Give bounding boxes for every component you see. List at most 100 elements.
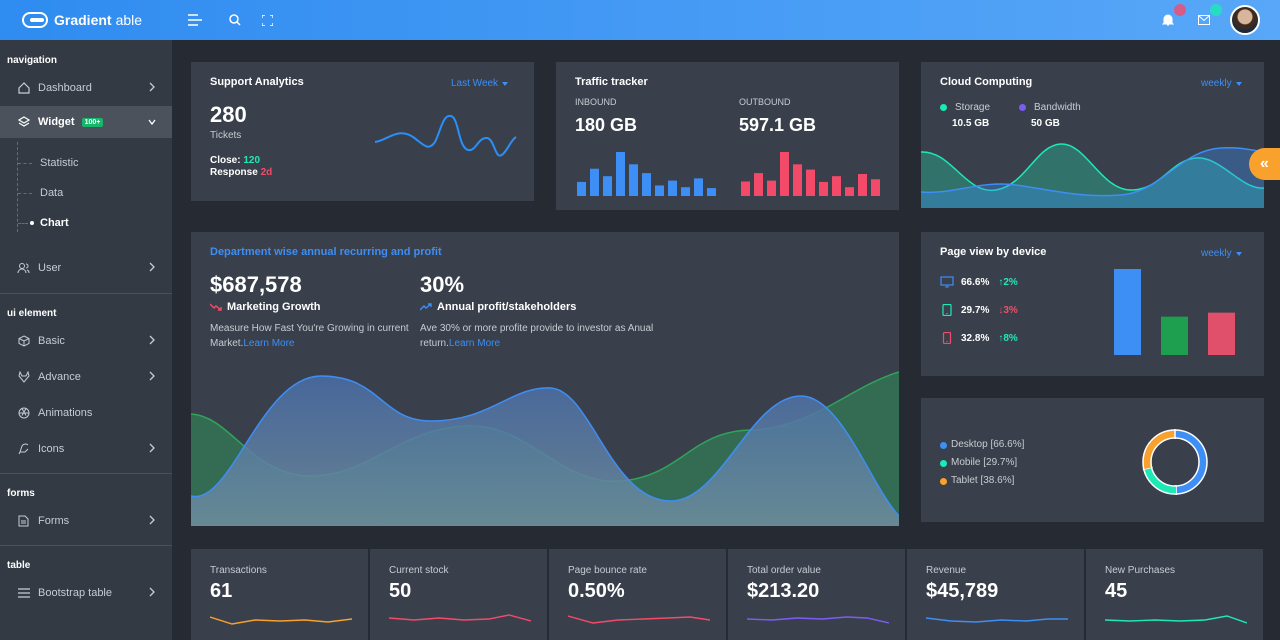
support-analytics-card: Support Analytics Last Week 280 Tickets …	[191, 62, 534, 201]
legend-label: Tablet [38.6%]	[951, 475, 1015, 486]
sidebar-subitem-chart[interactable]: Chart	[0, 208, 172, 238]
legend-label: Mobile [29.7%]	[951, 457, 1018, 468]
bandwidth-value: 50 GB	[1031, 118, 1060, 129]
sidebar-item-label: Basic	[38, 335, 65, 347]
donut-slice	[1143, 430, 1176, 470]
box-icon	[17, 335, 30, 348]
period-dropdown[interactable]: Last Week	[451, 78, 508, 89]
stat-title: Total order value	[747, 565, 821, 576]
sidebar-item-label: Bootstrap table	[38, 587, 112, 599]
period-dropdown[interactable]: weekly	[1201, 248, 1242, 259]
trending-up-icon	[420, 303, 432, 311]
chevron-right-icon	[149, 82, 155, 92]
legend-desktop: Desktop [66.6%]	[940, 436, 1024, 454]
learn-more-link[interactable]: Learn More	[243, 338, 295, 349]
page-view-card: Page view by device weekly 66.6% ↑2% 29.…	[921, 232, 1264, 376]
stat-card-revenue: Revenue $45,789	[907, 549, 1084, 640]
storage-legend: Storage	[940, 102, 990, 113]
tree-connector	[18, 163, 32, 164]
sidebar-divider	[0, 473, 172, 474]
sidebar-subitem-statistic[interactable]: Statistic	[0, 148, 172, 178]
stat-value: 61	[210, 580, 233, 602]
traffic-bar	[681, 187, 690, 196]
card-title: Cloud Computing	[940, 76, 1033, 88]
inbound-bar-chart	[577, 152, 716, 196]
traffic-bar	[694, 178, 703, 196]
traffic-bar	[819, 181, 828, 196]
legend-dot	[940, 441, 947, 449]
sidebar-item-widget[interactable]: Widget 100+	[0, 106, 172, 138]
section-forms: forms	[7, 487, 35, 499]
stat-card-page-bounce-rate: Page bounce rate 0.50%	[549, 549, 726, 640]
logo-icon	[22, 12, 48, 28]
search-icon[interactable]	[225, 10, 245, 30]
sidebar-item-icons[interactable]: Icons	[0, 431, 172, 467]
sidebar-item-label: Widget	[38, 116, 75, 128]
notification-bell-icon[interactable]	[1158, 4, 1186, 30]
device-bar	[1208, 312, 1235, 355]
inbound-label: INBOUND	[575, 97, 617, 107]
aperture-icon	[17, 407, 30, 420]
device-row-desktop: 66.6% ↑2%	[940, 276, 1018, 288]
current-indicator	[30, 221, 34, 225]
device-bar	[1114, 269, 1141, 355]
traffic-bar	[629, 164, 638, 196]
outbound-label: OUTBOUND	[739, 97, 791, 107]
card-title: Page view by device	[940, 246, 1047, 258]
sidebar-item-animations[interactable]: Animations	[0, 395, 172, 431]
list-icon	[17, 587, 30, 600]
annual-profit-label: Annual profit/stakeholders	[437, 301, 577, 313]
change-value: 2%	[1003, 276, 1018, 288]
mail-icon[interactable]	[1194, 4, 1222, 30]
sidebar-item-dashboard[interactable]: Dashboard	[0, 70, 172, 106]
user-avatar[interactable]	[1230, 5, 1260, 35]
outbound-bar-chart	[741, 152, 880, 196]
stat-card-total-order-value: Total order value $213.20	[728, 549, 905, 640]
sidebar-item-bootstrap-table[interactable]: Bootstrap table	[0, 575, 172, 611]
feather-icon	[17, 443, 30, 456]
widget-count-badge: 100+	[81, 117, 104, 127]
inbound-value: 180 GB	[575, 115, 638, 135]
traffic-bar	[845, 187, 854, 196]
period-dropdown[interactable]: weekly	[1201, 78, 1242, 89]
smartphone-icon	[942, 332, 952, 344]
brand-logo[interactable]: Gradient able	[22, 12, 172, 28]
menu-toggle-icon[interactable]	[185, 10, 205, 30]
response-value: 2d	[260, 167, 273, 178]
section-navigation: navigation	[7, 54, 58, 66]
sidebar-item-user[interactable]: User	[0, 250, 172, 286]
sidebar-item-forms[interactable]: Forms	[0, 503, 172, 539]
sidebar-item-label: Advance	[38, 371, 81, 383]
mail-dot	[1210, 4, 1222, 16]
notification-dot	[1174, 4, 1186, 16]
stat-card-new-purchases: New Purchases 45	[1086, 549, 1263, 640]
traffic-bar	[780, 152, 789, 196]
sidebar-divider	[0, 293, 172, 294]
collapse-panel-button[interactable]: «	[1249, 148, 1280, 180]
annual-profit: Annual profit/stakeholders	[420, 301, 576, 313]
traffic-bar	[806, 169, 815, 196]
stat-sparkline	[568, 615, 710, 624]
fullscreen-icon[interactable]	[257, 10, 277, 30]
sidebar-item-advance[interactable]: Advance	[0, 359, 172, 395]
gitlab-icon	[17, 371, 30, 384]
storage-label: Storage	[955, 102, 991, 113]
stat-sparkline	[747, 616, 889, 624]
tablet-icon	[942, 304, 952, 316]
bandwidth-legend: Bandwidth	[1019, 102, 1081, 113]
donut-slice	[1174, 430, 1207, 494]
ticket-count: 280	[210, 102, 247, 127]
device-row-mobile: 32.8% ↑8%	[940, 332, 1018, 344]
bandwidth-label: Bandwidth	[1034, 102, 1081, 113]
learn-more-link[interactable]: Learn More	[448, 338, 501, 349]
traffic-bar	[832, 176, 841, 196]
chevron-right-icon	[149, 587, 155, 597]
annual-percent: 30%	[420, 272, 465, 297]
traffic-bar	[668, 180, 677, 196]
sidebar-subitem-data[interactable]: Data	[0, 178, 172, 208]
home-icon	[17, 82, 30, 95]
sidebar-subitem-label: Statistic	[40, 157, 79, 169]
stat-sparkline	[389, 614, 531, 622]
donut-slice	[1143, 467, 1177, 494]
sidebar-item-basic[interactable]: Basic	[0, 323, 172, 359]
